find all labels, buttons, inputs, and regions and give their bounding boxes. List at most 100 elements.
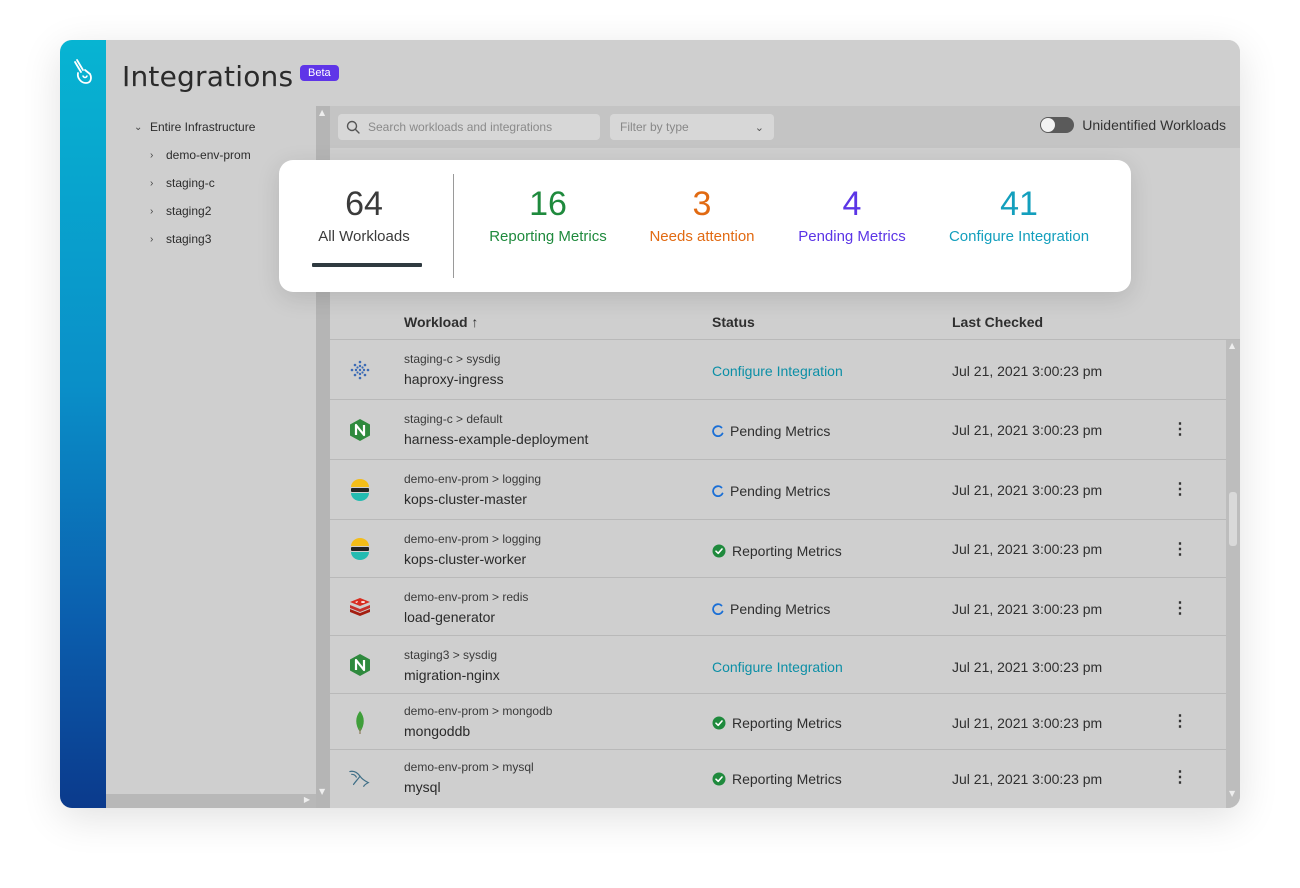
stat-configure-integration[interactable]: 41 Configure Integration: [939, 184, 1099, 245]
filter-by-type-select[interactable]: Filter by type ⌄: [610, 114, 774, 140]
workload-name[interactable]: mongoddb: [404, 723, 471, 739]
row-menu-icon[interactable]: ⋮: [1172, 600, 1188, 617]
stat-reporting-metrics[interactable]: 16 Reporting Metrics: [478, 184, 618, 245]
sysdig-icon: [348, 358, 372, 382]
configure-integration-link[interactable]: Configure Integration: [712, 363, 843, 379]
workload-name[interactable]: kops-cluster-master: [404, 491, 527, 507]
last-checked: Jul 21, 2021 3:00:23 pm: [952, 482, 1103, 498]
table-row[interactable]: demo-env-prom > logging kops-cluster-wor…: [330, 520, 1226, 578]
divider: [453, 174, 454, 278]
stat-value: 3: [692, 185, 712, 223]
status-pending: Pending Metrics: [712, 483, 830, 499]
table-row[interactable]: demo-env-prom > redis load-generator Pen…: [330, 578, 1226, 636]
workload-name[interactable]: mysql: [404, 779, 441, 795]
table-row[interactable]: staging3 > sysdig migration-nginx Config…: [330, 636, 1226, 694]
row-menu-icon[interactable]: ⋮: [1172, 421, 1188, 438]
unidentified-workloads-toggle[interactable]: [1040, 117, 1075, 133]
nav-rail: [60, 40, 106, 808]
workload-path: demo-env-prom > redis: [404, 590, 529, 604]
tree-item-label: Entire Infrastructure: [150, 120, 256, 134]
workload-name[interactable]: migration-nginx: [404, 667, 500, 683]
workload-name[interactable]: kops-cluster-worker: [404, 551, 527, 567]
last-checked: Jul 21, 2021 3:00:23 pm: [952, 715, 1103, 731]
configure-integration-link[interactable]: Configure Integration: [712, 659, 843, 675]
status-pending: Pending Metrics: [712, 601, 830, 617]
nginx-icon: [348, 653, 372, 677]
workload-name[interactable]: load-generator: [404, 609, 496, 625]
tree-item-label: staging3: [166, 232, 212, 246]
row-menu-icon[interactable]: ⋮: [1172, 541, 1188, 558]
table-header: Workload ↑ Status Last Checked: [330, 302, 1240, 340]
stat-label: Configure Integration: [948, 228, 1090, 245]
stat-pending-metrics[interactable]: 4 Pending Metrics: [789, 184, 915, 245]
scroll-down-icon[interactable]: ▼: [1229, 789, 1236, 798]
pending-spinner-icon: [712, 425, 724, 437]
column-header-last-checked[interactable]: Last Checked: [952, 314, 1044, 330]
table-vertical-scrollbar[interactable]: ▲ ▼: [1226, 340, 1240, 808]
tree-item-demo-env-prom[interactable]: › demo-env-prom: [150, 148, 251, 162]
table-row[interactable]: demo-env-prom > logging kops-cluster-mas…: [330, 460, 1226, 520]
table-row[interactable]: staging-c > sysdig haproxy-ingress Confi…: [330, 340, 1226, 400]
scroll-right-icon[interactable]: ▶: [303, 795, 310, 804]
check-circle-icon: [712, 772, 726, 786]
row-menu-icon[interactable]: ⋮: [1172, 769, 1188, 786]
toggle-knob: [1041, 118, 1056, 132]
workload-path: staging3 > sysdig: [404, 648, 498, 662]
workload-name[interactable]: haproxy-ingress: [404, 371, 504, 387]
stat-value: 16: [529, 185, 567, 223]
tree-item-staging3[interactable]: › staging3: [150, 232, 211, 246]
workload-summary-card: 64 All Workloads 16 Reporting Metrics 3 …: [279, 160, 1131, 292]
chevron-right-icon: ›: [150, 205, 154, 217]
status-reporting: Reporting Metrics: [712, 543, 842, 559]
stat-label: Reporting Metrics: [489, 228, 607, 245]
table-row[interactable]: demo-env-prom > mongodb mongoddb Reporti…: [330, 694, 1226, 750]
scroll-up-icon[interactable]: ▲: [319, 108, 326, 117]
stat-all-workloads[interactable]: 64 All Workloads: [301, 184, 427, 245]
workload-name[interactable]: harness-example-deployment: [404, 431, 589, 447]
last-checked: Jul 21, 2021 3:00:23 pm: [952, 771, 1103, 787]
tree-item-root[interactable]: ⌄ Entire Infrastructure: [134, 120, 255, 134]
row-menu-icon[interactable]: ⋮: [1172, 713, 1188, 730]
search-input[interactable]: [368, 120, 588, 134]
chevron-down-icon: ⌄: [134, 121, 143, 133]
stat-needs-attention[interactable]: 3 Needs attention: [641, 184, 763, 245]
tree-horizontal-scrollbar[interactable]: ▶: [106, 794, 316, 808]
table-row[interactable]: demo-env-prom > mysql mysql Reporting Me…: [330, 750, 1226, 806]
last-checked: Jul 21, 2021 3:00:23 pm: [952, 422, 1103, 438]
stat-label: Needs attention: [649, 228, 755, 245]
last-checked: Jul 21, 2021 3:00:23 pm: [952, 601, 1103, 617]
table-row[interactable]: staging-c > default harness-example-depl…: [330, 400, 1226, 460]
scrollbar-thumb[interactable]: [1229, 492, 1237, 546]
last-checked: Jul 21, 2021 3:00:23 pm: [952, 363, 1103, 379]
stat-label: All Workloads: [318, 228, 410, 245]
beta-badge: Beta: [300, 65, 339, 81]
sysdig-logo-icon[interactable]: [69, 56, 97, 92]
workload-path: demo-env-prom > logging: [404, 532, 542, 546]
stat-label: Pending Metrics: [798, 228, 906, 245]
status-reporting: Reporting Metrics: [712, 715, 842, 731]
tree-item-label: staging-c: [166, 176, 215, 190]
scroll-down-icon[interactable]: ▼: [319, 787, 326, 796]
filter-label: Filter by type: [620, 120, 689, 134]
status-label: Pending Metrics: [730, 423, 831, 439]
mysql-icon: [348, 766, 372, 790]
app-window: Integrations Beta ⌄ Entire Infrastructur…: [60, 40, 1240, 808]
row-menu-icon[interactable]: ⋮: [1172, 481, 1188, 498]
workload-path: staging-c > sysdig: [404, 352, 501, 366]
mongodb-icon: [348, 710, 372, 734]
page-title: Integrations: [122, 60, 294, 93]
status-label: Configure Integration: [712, 363, 843, 379]
chevron-right-icon: ›: [150, 149, 154, 161]
workload-path: demo-env-prom > logging: [404, 472, 542, 486]
tree-item-staging2[interactable]: › staging2: [150, 204, 211, 218]
column-header-workload[interactable]: Workload ↑: [404, 314, 479, 330]
scroll-up-icon[interactable]: ▲: [1229, 341, 1236, 350]
status-label: Configure Integration: [712, 659, 843, 675]
tree-item-staging-c[interactable]: › staging-c: [150, 176, 215, 190]
workload-path: staging-c > default: [404, 412, 503, 426]
column-header-status[interactable]: Status: [712, 314, 755, 330]
status-pending: Pending Metrics: [712, 423, 830, 439]
search-box[interactable]: [338, 114, 600, 140]
chevron-down-icon: ⌄: [754, 121, 764, 134]
status-label: Reporting Metrics: [732, 715, 842, 731]
